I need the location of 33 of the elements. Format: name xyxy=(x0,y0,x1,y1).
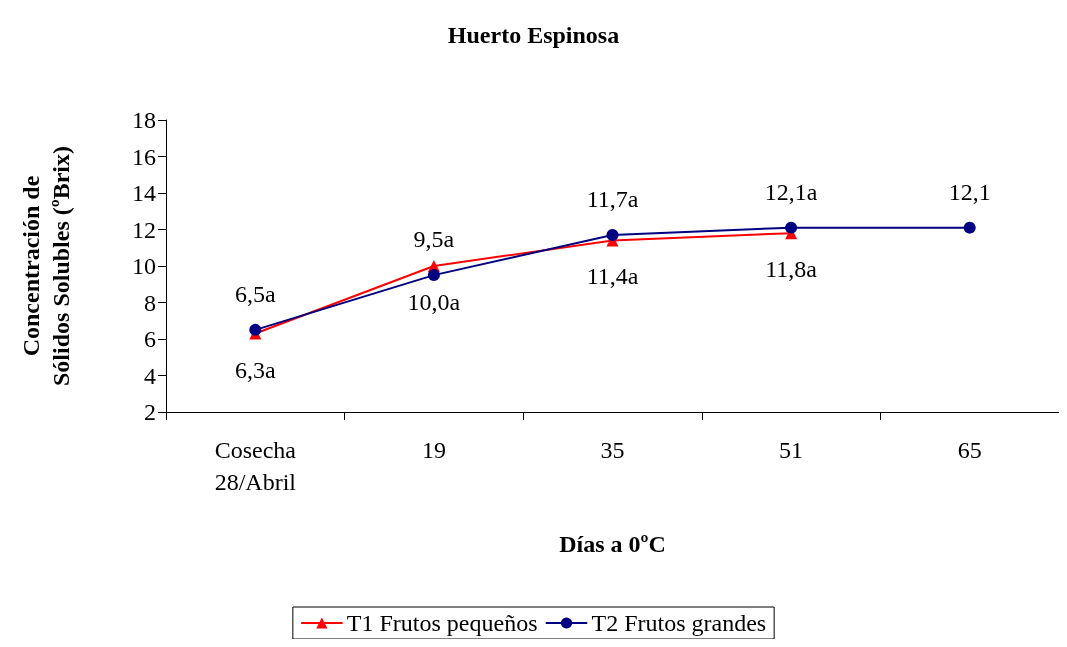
point xyxy=(249,323,262,336)
y-tick-label: 14 xyxy=(132,180,156,206)
data-label: 9,5a xyxy=(413,226,455,253)
chart-title: Huerto Espinosa xyxy=(447,22,620,48)
data-label: 11,7a xyxy=(586,185,639,212)
y-tick-label: 16 xyxy=(132,143,156,170)
data-label: 12,1 xyxy=(948,178,991,205)
data-label: 11,8a xyxy=(765,256,818,283)
y-tick-label: 10 xyxy=(132,253,156,279)
x-tick-label: Cosecha 28/Abril xyxy=(214,437,297,495)
data-label: 10,0a xyxy=(407,289,461,315)
y-axis-title: Concentración de Sólidos Solubles (ºBrix) xyxy=(18,146,74,386)
y-tick-label: 8 xyxy=(144,289,156,316)
point xyxy=(963,221,976,234)
x-tick-label: 65 xyxy=(957,437,982,463)
x-tick-label: 51 xyxy=(779,437,804,463)
y-tick-label: 2 xyxy=(144,399,156,425)
y-tick-label: 18 xyxy=(132,107,156,133)
legend-label: T2 Frutos grandes xyxy=(591,610,767,636)
x-tick-label: 35 xyxy=(600,437,625,463)
y-tick-label: 6 xyxy=(144,326,156,352)
data-label: 6,3a xyxy=(234,356,276,383)
point xyxy=(785,221,798,234)
point xyxy=(427,269,440,282)
y-tick-label: 4 xyxy=(144,362,156,389)
data-label: 11,4a xyxy=(586,263,639,290)
point xyxy=(606,228,619,241)
y-tick-label: 12 xyxy=(132,216,156,243)
data-label: 6,5a xyxy=(234,280,276,307)
x-axis-title: Días a 0ºC xyxy=(559,531,666,557)
data-label: 12,1a xyxy=(764,178,818,205)
legend-label: T1 Frutos pequeños xyxy=(346,610,538,636)
x-tick-label: 19 xyxy=(421,437,446,463)
